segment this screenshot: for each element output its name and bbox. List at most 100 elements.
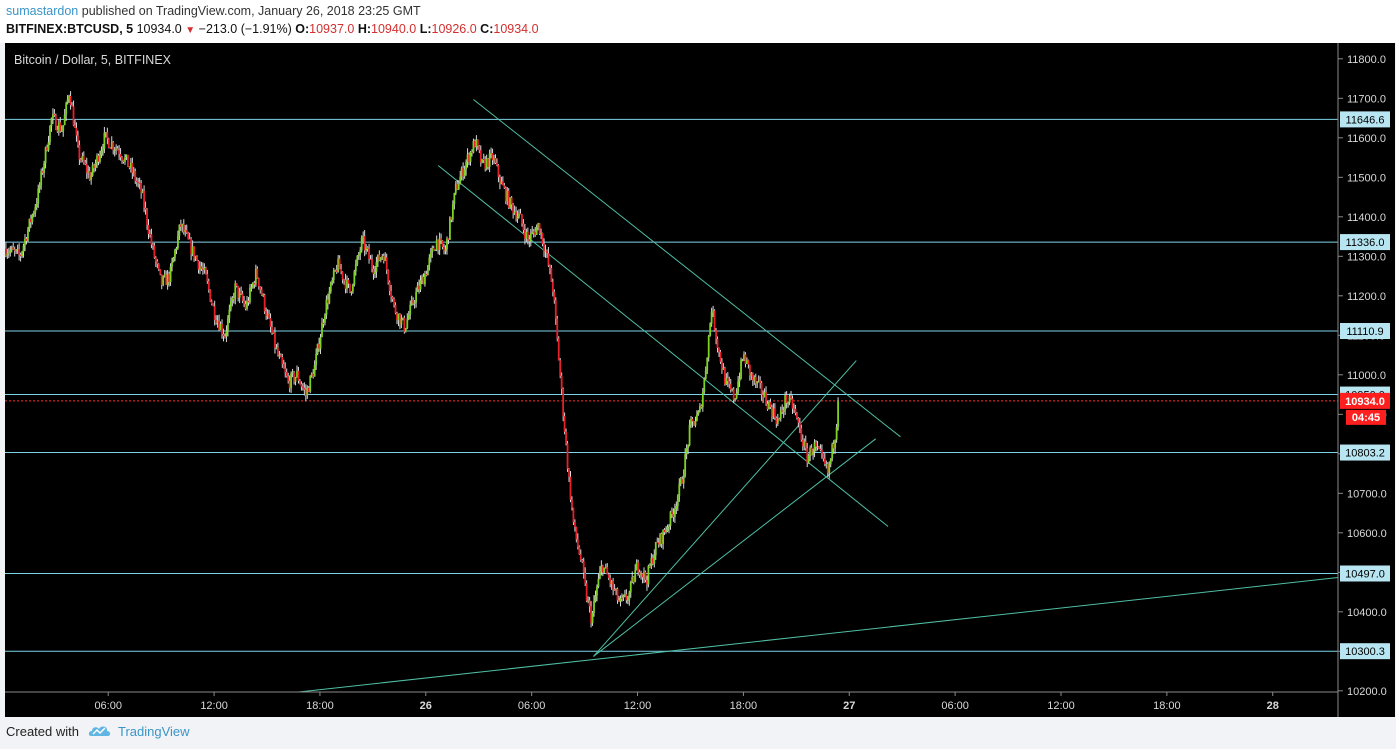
chart-svg[interactable]: 10200.010300.010400.010500.010600.010700…	[5, 43, 1395, 717]
candle-body	[556, 318, 559, 339]
candle-body	[669, 511, 672, 526]
candle-body	[571, 499, 573, 508]
symbol-name[interactable]: BITFINEX:BTCUSD, 5	[6, 22, 134, 36]
candle-body	[643, 571, 645, 578]
candle-body	[393, 299, 395, 305]
candle-body	[513, 211, 516, 214]
candle-body	[38, 185, 41, 189]
candle-body	[159, 269, 162, 275]
candle-body	[294, 377, 297, 382]
candle-body	[706, 357, 709, 371]
candle-body	[363, 236, 366, 251]
candle-body	[587, 600, 590, 602]
trendline	[473, 99, 901, 438]
candle-body	[254, 268, 257, 285]
candle-body	[5, 248, 7, 256]
candle-body	[200, 266, 203, 269]
candle-body	[27, 229, 29, 241]
candle-body	[815, 442, 817, 447]
candle-body	[465, 162, 467, 170]
candle-body	[222, 334, 225, 337]
y-tick-label: 11500.0	[1347, 172, 1386, 184]
candle-body	[13, 249, 16, 251]
candle-body	[157, 263, 160, 270]
candle-body	[457, 184, 460, 190]
candle-body	[210, 301, 213, 305]
candle-body	[550, 268, 553, 282]
candle-body	[315, 354, 318, 366]
candle-body	[800, 428, 803, 440]
candle-body	[341, 271, 344, 280]
candle-body	[82, 155, 85, 163]
publisher-link[interactable]: sumastardon	[6, 4, 79, 18]
candle-body	[747, 360, 750, 365]
chart-area[interactable]: 10200.010300.010400.010500.010600.010700…	[5, 43, 1395, 717]
candle-body	[371, 259, 373, 269]
candle-body	[296, 370, 298, 378]
triangle-down-icon: ▼	[185, 25, 196, 36]
candle-body	[237, 285, 240, 298]
candle-body	[710, 312, 713, 324]
candle-body	[275, 347, 278, 349]
candle-body	[471, 151, 473, 153]
candle-body	[272, 332, 275, 334]
candle-body	[704, 370, 707, 379]
candle-body	[594, 595, 597, 602]
candle-body	[57, 122, 60, 132]
candle-body	[238, 291, 241, 298]
candle-body	[797, 418, 800, 423]
candle-body	[597, 578, 600, 587]
candle-body	[304, 389, 307, 396]
tradingview-brand-link[interactable]: TradingView	[118, 724, 190, 739]
candle-body	[396, 313, 398, 321]
candle-body	[328, 291, 331, 304]
candle-body	[656, 542, 659, 544]
candle-body	[463, 169, 466, 177]
candle-body	[227, 318, 229, 331]
high-label: H:	[357, 22, 372, 36]
candle-body	[181, 224, 184, 227]
candle-body	[375, 262, 378, 273]
candle-body	[690, 418, 692, 425]
candle-body	[234, 283, 237, 300]
candle-body	[565, 431, 567, 444]
candle-body	[287, 376, 290, 381]
candle-body	[691, 418, 694, 422]
price-axis[interactable]: 10200.010300.010400.010500.010600.010700…	[1338, 54, 1387, 698]
candle-body	[529, 233, 532, 242]
candle-body	[401, 317, 404, 319]
candle-body	[193, 246, 195, 259]
candle-body	[49, 126, 51, 143]
candle-body	[526, 231, 529, 240]
candle-body	[694, 421, 697, 426]
candle-body	[684, 454, 687, 476]
y-tick-label: 11200.0	[1347, 291, 1386, 303]
candle-body	[266, 314, 269, 317]
candle-body	[623, 594, 626, 596]
time-axis[interactable]: 06:00 12:00 18:00 26 06:00 12:00 18:00 27 06:00 1…	[94, 692, 1279, 712]
candle-body	[787, 402, 789, 404]
candle-body	[99, 155, 101, 162]
candle-body	[528, 239, 531, 242]
candle-body	[153, 245, 156, 258]
candle-body	[731, 389, 734, 391]
candle-body	[726, 378, 729, 382]
published-text: published on TradingView.com, January 26…	[81, 4, 421, 18]
candle-body	[269, 318, 272, 327]
candle-body	[831, 444, 834, 459]
candle-body	[388, 282, 391, 292]
candle-body	[700, 405, 703, 408]
tradingview-cloud-icon[interactable]	[88, 723, 112, 739]
candle-body	[243, 300, 245, 304]
plot-background	[5, 43, 1338, 692]
candle-body	[512, 204, 515, 214]
candle-body	[494, 158, 497, 163]
candle-body	[166, 273, 169, 285]
candle-body	[626, 600, 629, 602]
candle-body	[152, 244, 154, 246]
candle-body	[262, 295, 265, 297]
candle-body	[29, 218, 32, 222]
low-label: L:	[419, 22, 432, 36]
candle-body	[638, 572, 641, 576]
candle-body	[510, 197, 513, 205]
